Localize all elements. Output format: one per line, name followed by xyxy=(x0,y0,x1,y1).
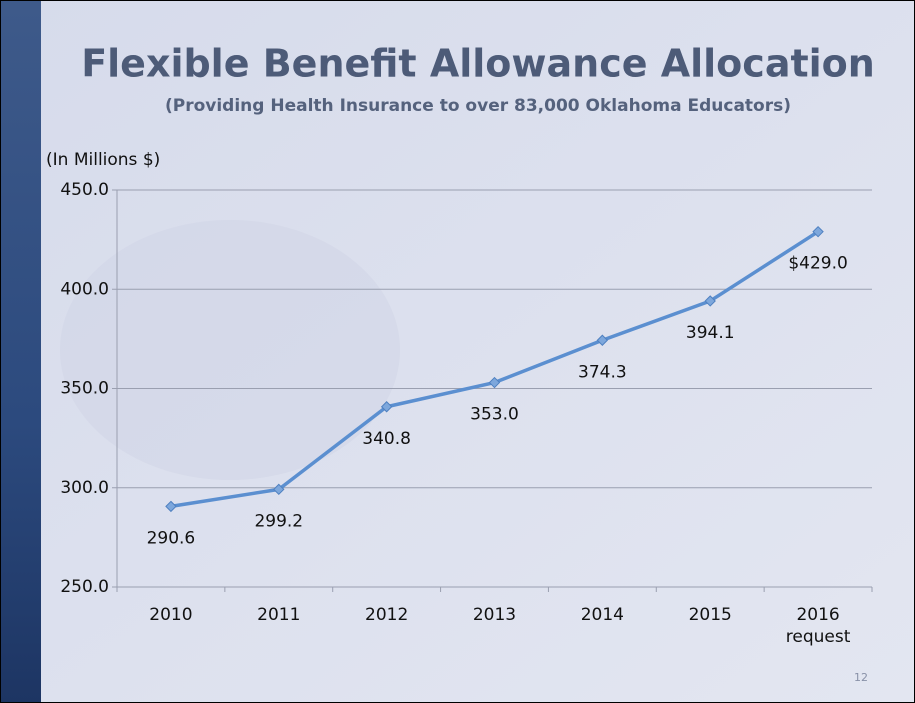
x-tick-label-line: 2016 xyxy=(796,605,839,625)
data-label: 394.1 xyxy=(686,323,735,343)
data-point xyxy=(273,483,285,496)
data-point xyxy=(380,401,393,413)
data-label: 353.0 xyxy=(470,405,519,425)
data-label: 299.2 xyxy=(254,511,303,531)
data-label: 290.6 xyxy=(147,528,196,548)
data-point xyxy=(488,376,501,389)
y-axis-label: (In Millions $) xyxy=(46,150,160,170)
data-label: $429.0 xyxy=(788,254,847,274)
x-tick-label: 2015 xyxy=(689,605,732,625)
chart-title: Flexible Benefit Allowance Allocation xyxy=(81,42,875,86)
y-tick-label: 300.0 xyxy=(60,478,109,498)
data-label: 340.8 xyxy=(362,429,411,449)
data-point xyxy=(165,500,177,513)
data-label: 374.3 xyxy=(578,362,627,382)
x-tick-label: 2016 request xyxy=(786,605,851,647)
x-tick-label: 2010 xyxy=(149,605,192,625)
data-point xyxy=(812,225,824,238)
side-strip xyxy=(1,1,41,702)
x-tick-label-line: request xyxy=(786,627,851,647)
page-number: 12 xyxy=(854,671,868,684)
data-point xyxy=(704,295,716,307)
y-tick-label: 400.0 xyxy=(60,279,109,299)
y-tick-label: 350.0 xyxy=(60,379,109,399)
chart-subtitle: (Providing Health Insurance to over 83,0… xyxy=(165,96,791,116)
background-dome xyxy=(60,220,400,480)
y-tick-label: 450.0 xyxy=(60,180,109,200)
y-tick-label: 250.0 xyxy=(60,577,109,597)
x-tick-label: 2013 xyxy=(473,605,516,625)
x-tick-label: 2011 xyxy=(257,605,300,625)
x-tick-label: 2014 xyxy=(581,605,624,625)
data-point xyxy=(596,334,609,346)
x-tick-label: 2012 xyxy=(365,605,408,625)
